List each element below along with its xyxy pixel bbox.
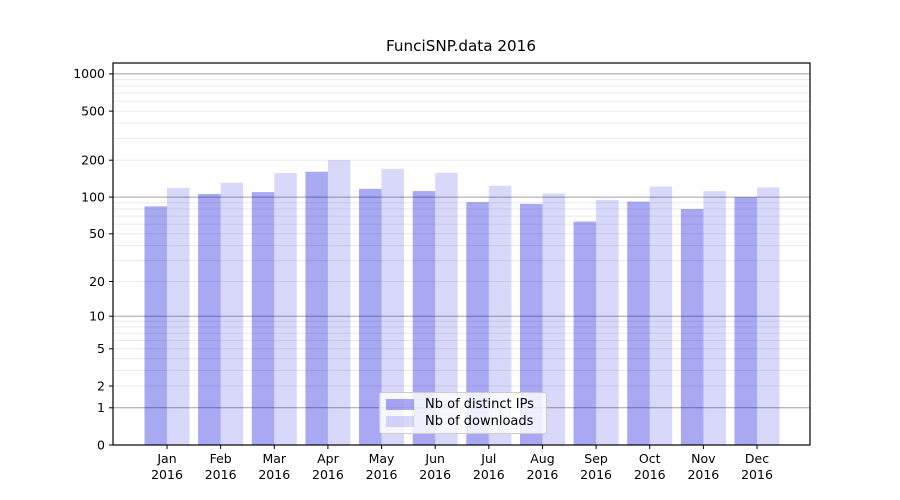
x-tick-label-month: Nov [691, 451, 716, 466]
legend-swatch-distinct-ips-icon [386, 399, 414, 411]
x-tick-label-month: Oct [639, 451, 661, 466]
y-tick-label: 0 [97, 437, 105, 452]
bar-jul-distinct-ips [466, 202, 489, 445]
x-tick-label-month: Aug [530, 451, 554, 466]
x-tick-label-month: Apr [317, 451, 339, 466]
x-tick-label-year: 2016 [473, 467, 505, 482]
x-tick-label-year: 2016 [312, 467, 344, 482]
bar-dec-downloads [757, 187, 780, 445]
bar-mar-downloads [274, 173, 297, 445]
bar-dec-distinct-ips [734, 197, 757, 445]
chart-title: FunciSNP.data 2016 [386, 37, 536, 55]
x-tick-label-year: 2016 [151, 467, 183, 482]
x-tick-label-year: 2016 [741, 467, 773, 482]
bar-apr-distinct-ips [305, 171, 328, 445]
x-tick-label-year: 2016 [258, 467, 290, 482]
bar-sep-downloads [596, 199, 619, 445]
bar-nov-downloads [703, 191, 726, 445]
y-tick-label: 20 [89, 274, 105, 289]
bar-may-downloads [381, 168, 404, 446]
x-tick-label-month: Jun [424, 451, 445, 466]
x-tick-label-month: Dec [745, 451, 769, 466]
legend-label-downloads: Nb of downloads [425, 413, 534, 429]
bar-feb-distinct-ips [198, 194, 221, 445]
x-tick-label-year: 2016 [205, 467, 237, 482]
y-tick-label: 5 [97, 341, 105, 356]
bar-mar-distinct-ips [251, 192, 275, 445]
bar-jan-distinct-ips [144, 206, 167, 445]
x-tick-label-month: May [369, 451, 395, 466]
y-tick-label: 2 [97, 378, 105, 393]
x-tick-label-month: Sep [584, 451, 608, 466]
legend: Nb of distinct IPs Nb of downloads [379, 392, 547, 434]
bar-sep-distinct-ips [573, 221, 597, 445]
axis-layer: Jan2016Feb2016Mar2016Apr2016May2016Jun20… [73, 66, 773, 482]
bar-may-distinct-ips [359, 188, 382, 446]
y-tick-label: 1 [97, 400, 105, 415]
bars-layer [144, 160, 780, 446]
y-tick-label: 500 [81, 103, 105, 118]
x-tick-label-year: 2016 [634, 467, 666, 482]
legend-label-distinct-ips: Nb of distinct IPs [425, 397, 534, 413]
bar-nov-distinct-ips [680, 209, 704, 445]
legend-swatch-downloads-icon [386, 415, 414, 427]
y-tick-label: 50 [89, 226, 105, 241]
bar-aug-downloads [542, 193, 565, 445]
legend-item-distinct-ips: Nb of distinct IPs [386, 398, 538, 411]
frame-layer [112, 62, 811, 446]
bar-aug-distinct-ips [520, 203, 543, 445]
bar-jun-distinct-ips [412, 191, 436, 445]
x-tick-label-year: 2016 [366, 467, 398, 482]
bar-jul-downloads [488, 185, 512, 445]
bar-jun-downloads [435, 172, 458, 446]
x-tick-label-year: 2016 [580, 467, 612, 482]
x-tick-label-year: 2016 [687, 467, 719, 482]
bar-feb-downloads [220, 182, 244, 445]
bar-jan-downloads [167, 187, 190, 445]
legend-item-downloads: Nb of downloads [386, 415, 538, 428]
x-tick-label-month: Feb [210, 451, 232, 466]
y-tick-label: 100 [81, 189, 105, 204]
bar-oct-downloads [649, 186, 673, 445]
x-tick-label-month: Mar [262, 451, 286, 466]
y-tick-label: 200 [81, 153, 105, 168]
y-tick-label: 10 [89, 309, 105, 324]
bar-apr-downloads [327, 160, 351, 445]
x-tick-label-month: Jul [480, 451, 496, 466]
x-tick-label-year: 2016 [419, 467, 451, 482]
x-tick-label-year: 2016 [527, 467, 559, 482]
plot-frame [112, 62, 811, 446]
bar-oct-distinct-ips [627, 201, 650, 445]
y-tick-label: 1000 [73, 66, 105, 81]
x-tick-label-month: Jan [156, 451, 176, 466]
